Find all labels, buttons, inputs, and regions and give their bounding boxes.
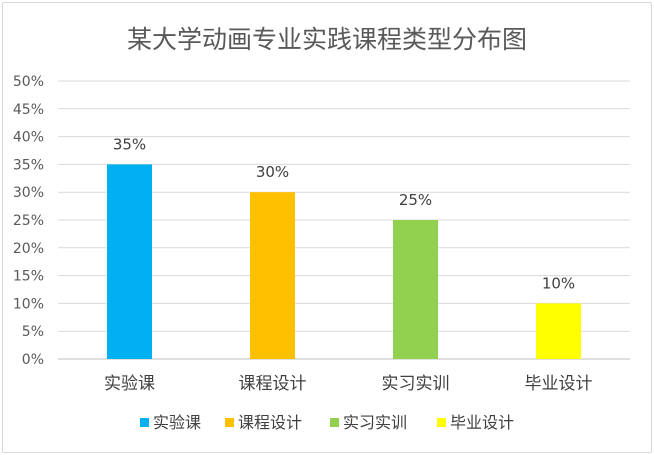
y-tick-label: 15% xyxy=(13,269,44,285)
bars xyxy=(107,164,581,359)
legend: 实验课 课程设计 实习实训 毕业设计 xyxy=(140,413,514,432)
legend-entry: 实验课 xyxy=(153,413,201,432)
legend-entry: 课程设计 xyxy=(238,413,302,432)
data-label: 10% xyxy=(542,274,575,292)
y-tick-label: 20% xyxy=(13,241,44,257)
y-axis-ticks: 0% 5% 10% 15% 20% 25% 30% 35% 40% 45% 50% xyxy=(13,74,44,368)
x-category-label: 实验课 xyxy=(104,374,155,394)
y-tick-label: 0% xyxy=(22,352,44,368)
bar xyxy=(536,303,581,359)
y-tick-label: 30% xyxy=(13,185,44,201)
x-category-label: 课程设计 xyxy=(239,374,307,394)
bar xyxy=(107,164,152,359)
y-tick-label: 25% xyxy=(13,213,44,229)
data-label: 30% xyxy=(256,163,289,181)
chart-title: 某大学动画专业实践课程类型分布图 xyxy=(127,25,527,54)
legend-entry: 毕业设计 xyxy=(450,413,514,432)
legend-swatch xyxy=(140,418,149,427)
data-label: 35% xyxy=(113,135,146,153)
x-category-label: 实习实训 xyxy=(382,374,450,394)
legend-swatch xyxy=(330,418,339,427)
gridlines xyxy=(58,80,630,360)
legend-swatch xyxy=(437,418,446,427)
y-tick-label: 50% xyxy=(13,74,44,90)
data-label: 25% xyxy=(399,191,432,209)
y-tick-label: 5% xyxy=(22,324,44,340)
legend-entry: 实习实训 xyxy=(343,413,407,432)
y-tick-label: 40% xyxy=(13,130,44,146)
y-tick-label: 35% xyxy=(13,157,44,173)
y-tick-label: 45% xyxy=(13,102,44,118)
bar xyxy=(250,192,295,359)
x-category-label: 毕业设计 xyxy=(525,374,593,394)
bar xyxy=(393,220,438,359)
data-labels: 35% 30% 25% 10% xyxy=(113,135,575,292)
legend-swatch xyxy=(225,418,234,427)
x-axis-labels: 实验课 课程设计 实习实训 毕业设计 xyxy=(104,374,593,394)
y-tick-label: 10% xyxy=(13,296,44,312)
